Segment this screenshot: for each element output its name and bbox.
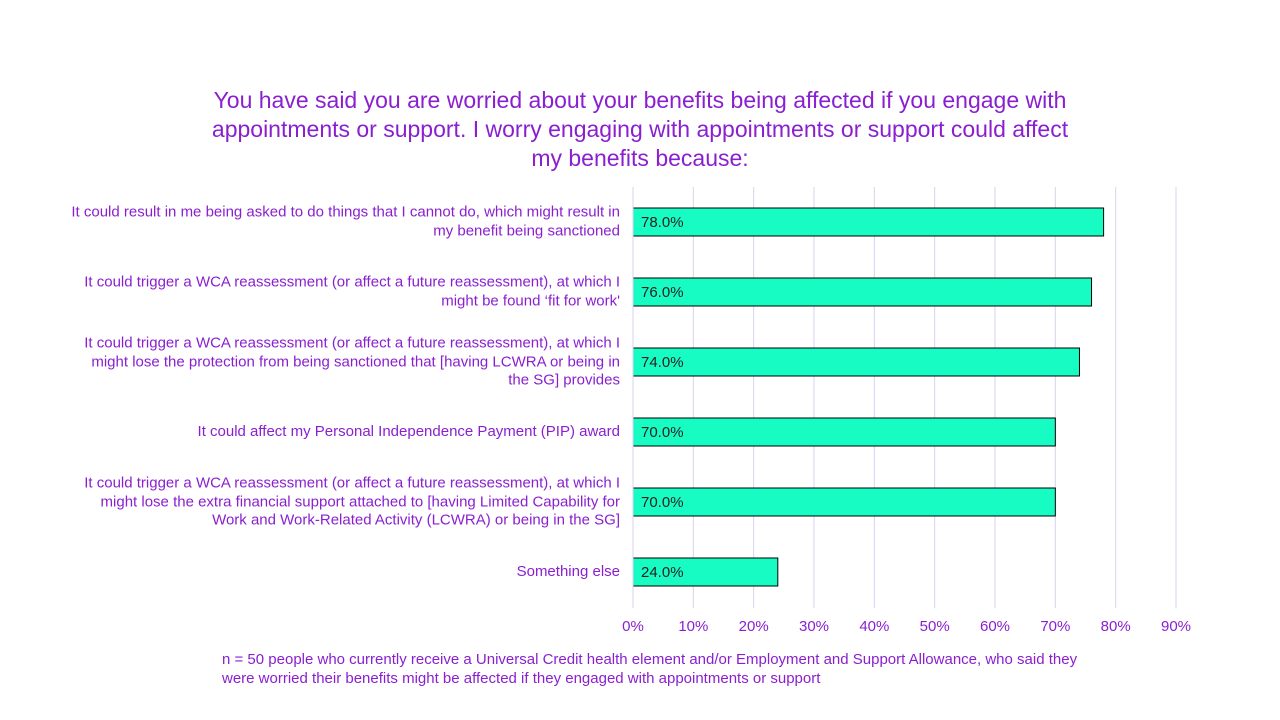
- category-label: Something else: [516, 562, 620, 580]
- x-tick-label: 0%: [622, 618, 644, 635]
- category-label: It could trigger a WCA reassessment (or …: [84, 334, 620, 389]
- value-label: 70.0%: [641, 494, 684, 511]
- value-label: 78.0%: [641, 214, 684, 231]
- category-label: It could trigger a WCA reassessment (or …: [84, 273, 620, 310]
- value-label: 70.0%: [641, 424, 684, 441]
- x-tick-label: 80%: [1101, 618, 1131, 635]
- x-tick-label: 30%: [799, 618, 829, 635]
- chart-title: You have said you are worried about your…: [211, 87, 1069, 171]
- category-label: It could affect my Personal Independence…: [197, 422, 620, 440]
- value-label: 74.0%: [641, 354, 684, 371]
- bar: [632, 487, 1056, 517]
- category-label: It could trigger a WCA reassessment (or …: [84, 474, 620, 529]
- x-tick-label: 70%: [1040, 618, 1070, 635]
- x-tick-label: 10%: [678, 618, 708, 635]
- footnote: n = 50 people who currently receive a Un…: [222, 651, 1078, 687]
- value-label: 24.0%: [641, 564, 684, 581]
- bar: [632, 557, 779, 587]
- bar: [632, 347, 1080, 377]
- bar: [632, 417, 1056, 447]
- x-tick-label: 20%: [739, 618, 769, 635]
- x-tick-label: 40%: [859, 618, 889, 635]
- category-label: It could result in me being asked to do …: [71, 203, 620, 240]
- value-label: 76.0%: [641, 284, 684, 301]
- bar: [632, 277, 1093, 307]
- x-tick-label: 60%: [980, 618, 1010, 635]
- x-tick-label: 90%: [1161, 618, 1191, 635]
- x-tick-label: 50%: [920, 618, 950, 635]
- bar: [632, 207, 1105, 237]
